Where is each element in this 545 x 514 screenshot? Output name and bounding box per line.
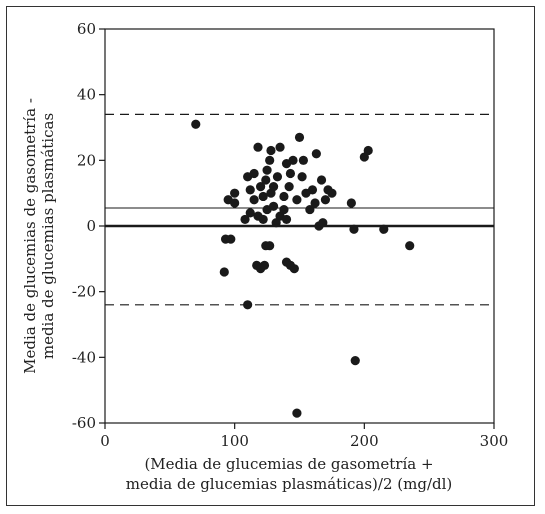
- x-tick-label: 100: [220, 432, 249, 450]
- data-point: [292, 195, 302, 205]
- data-point: [305, 204, 315, 215]
- data-point: [262, 165, 272, 175]
- x-tick-label: 300: [480, 432, 509, 450]
- y-tick-label: 40: [77, 86, 96, 104]
- data-point: [284, 182, 294, 192]
- data-point: [320, 195, 331, 205]
- data-points: [191, 119, 415, 418]
- data-point: [379, 224, 389, 234]
- bland-altman-chart: 0 100 200 300 -60 -40 -20 0 20 40 60 Media de glu…: [21, 20, 508, 493]
- data-point: [316, 175, 327, 185]
- data-point: [266, 145, 276, 156]
- data-point: [268, 182, 279, 192]
- y-tick-label: -60: [72, 414, 96, 432]
- data-point: [288, 155, 298, 165]
- data-point: [349, 224, 359, 234]
- data-point: [297, 172, 307, 182]
- data-point: [230, 198, 240, 208]
- data-point: [279, 204, 289, 215]
- data-point: [240, 214, 250, 225]
- data-point: [253, 142, 263, 152]
- x-axis-ticks: 0 100 200 300: [100, 423, 508, 450]
- y-axis-title-line: media de glucemias plasmáticas: [39, 113, 57, 359]
- data-point: [243, 300, 253, 310]
- data-point: [249, 168, 259, 179]
- y-tick-label: -40: [72, 348, 96, 366]
- data-point: [285, 168, 296, 179]
- data-point: [318, 218, 328, 228]
- reference-lines: [105, 113, 494, 306]
- data-point: [191, 119, 201, 129]
- data-point: [245, 208, 255, 218]
- y-axis-title: Media de glucemias de gasometría - media …: [21, 98, 57, 374]
- data-point: [289, 264, 299, 274]
- data-point: [219, 267, 229, 277]
- y-tick-label: 60: [77, 20, 96, 38]
- data-point: [245, 185, 255, 195]
- chart-frame: 0 100 200 300 -60 -40 -20 0 20 40 60 Media de glu…: [6, 6, 535, 506]
- y-tick-label: 0: [86, 217, 96, 235]
- data-point: [307, 185, 318, 195]
- x-axis-title-line: media de glucemias plasmáticas)/2 (mg/dl…: [126, 475, 453, 493]
- x-axis-title-line: (Media de glucemias de gasometría +: [144, 455, 433, 473]
- data-point: [275, 142, 285, 152]
- data-point: [268, 201, 279, 211]
- data-point: [363, 145, 373, 156]
- data-point: [279, 191, 289, 202]
- data-point: [265, 155, 275, 165]
- y-tick-label: 20: [77, 151, 96, 169]
- x-tick-label: 0: [100, 432, 110, 450]
- data-point: [346, 198, 356, 208]
- x-axis-title: (Media de glucemias de gasometría + media…: [126, 455, 453, 493]
- data-point: [310, 198, 320, 208]
- data-point: [281, 214, 292, 225]
- data-point: [230, 188, 240, 198]
- data-point: [350, 356, 360, 366]
- x-tick-label: 200: [350, 432, 379, 450]
- y-axis-title-line: Media de glucemias de gasometría -: [21, 98, 39, 374]
- data-point: [311, 149, 321, 159]
- data-point: [327, 188, 337, 198]
- data-point: [298, 155, 308, 165]
- data-point: [265, 241, 275, 251]
- data-point: [256, 182, 266, 192]
- data-point: [226, 234, 236, 244]
- data-point: [272, 172, 283, 182]
- data-point: [258, 191, 268, 202]
- data-point: [259, 260, 270, 270]
- data-point: [258, 214, 268, 225]
- data-point: [292, 408, 302, 418]
- data-point: [405, 241, 415, 251]
- data-point: [294, 132, 305, 142]
- y-axis-ticks: -60 -40 -20 0 20 40 60: [72, 20, 105, 432]
- data-point: [261, 175, 271, 185]
- data-point: [249, 195, 259, 205]
- y-tick-label: -20: [72, 283, 96, 301]
